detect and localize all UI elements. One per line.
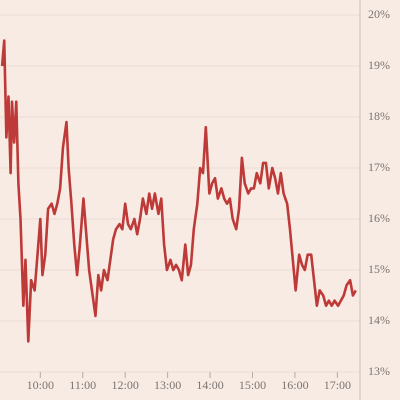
- x-tick-label: 12:00: [112, 378, 139, 392]
- x-tick-label: 17:00: [324, 378, 351, 392]
- x-tick-label: 15:00: [239, 378, 266, 392]
- y-tick-label: 13%: [368, 364, 390, 378]
- x-tick-label: 16:00: [281, 378, 308, 392]
- x-tick-label: 13:00: [154, 378, 181, 392]
- x-tick-label: 10:00: [27, 378, 54, 392]
- x-tick-label: 14:00: [196, 378, 223, 392]
- y-tick-label: 15%: [368, 262, 390, 276]
- line-series: [0, 39, 357, 343]
- y-tick-label: 20%: [368, 7, 390, 21]
- y-tick-label: 18%: [368, 109, 390, 123]
- y-tick-label: 16%: [368, 211, 390, 225]
- x-tick-label: 11:00: [69, 378, 96, 392]
- y-tick-label: 14%: [368, 313, 390, 327]
- y-tick-label: 19%: [368, 58, 390, 72]
- y-tick-label: 17%: [368, 160, 390, 174]
